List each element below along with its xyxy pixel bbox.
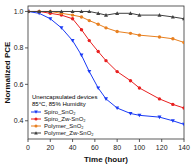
data-point	[115, 30, 118, 33]
x-tick	[72, 139, 73, 142]
data-point	[104, 59, 107, 62]
x-tick-label: 40	[69, 144, 77, 151]
y-tick-label: 1.0	[14, 8, 24, 15]
legend-marker	[34, 131, 38, 134]
x-tick-label: 20	[46, 144, 54, 151]
data-point	[171, 37, 174, 40]
chart: 0.4 0.6 0.8 1.0 0 20 40 60 80 100 120 140 Time (hour…	[0, 0, 193, 165]
y-tick	[25, 84, 28, 85]
data-point	[129, 112, 133, 116]
data-point	[88, 19, 91, 22]
data-point	[129, 11, 133, 15]
legend-label: Polymer_Zw-SnO₂	[44, 130, 94, 136]
data-point	[138, 86, 141, 89]
data-point	[182, 41, 184, 44]
data-point	[115, 11, 119, 15]
data-point	[129, 79, 132, 82]
legend-marker	[34, 117, 37, 120]
x-tick	[139, 139, 140, 142]
data-point	[59, 9, 63, 13]
data-point	[115, 106, 119, 110]
data-point	[87, 70, 91, 74]
data-point	[171, 119, 175, 123]
y-tick	[25, 11, 28, 12]
data-point	[182, 17, 184, 21]
data-point	[88, 39, 91, 42]
data-point	[79, 54, 83, 58]
annotation: 85°C, 85% Humidity	[32, 101, 86, 107]
annotation: Unencapsulated devices	[32, 94, 97, 100]
x-tick-label: 100	[134, 144, 146, 151]
data-point	[97, 23, 100, 26]
data-point	[79, 9, 83, 13]
series-line	[28, 11, 184, 42]
series-line	[28, 11, 184, 124]
data-point	[80, 28, 83, 31]
x-tick	[28, 139, 29, 142]
y-tick-label: 0.6	[14, 81, 24, 88]
data-point	[48, 9, 52, 13]
data-point	[138, 33, 141, 36]
x-tick	[50, 139, 51, 142]
data-point	[104, 97, 108, 101]
data-point	[137, 13, 141, 17]
x-tick-label: 0	[26, 144, 30, 151]
data-point	[96, 11, 100, 15]
x-tick	[117, 139, 118, 142]
data-point	[182, 123, 184, 127]
legend-label: Spiro_Zw-SnO₂	[44, 116, 86, 122]
data-point	[182, 106, 184, 109]
legend-label: Spiro_SnO₂	[44, 109, 76, 115]
data-point	[97, 50, 100, 53]
data-point	[158, 97, 161, 100]
data-point	[71, 9, 75, 13]
data-point	[157, 13, 161, 17]
data-point	[115, 70, 118, 73]
x-tick-label: 120	[156, 144, 168, 151]
x-axis-label: Time (hour)	[84, 155, 128, 164]
x-tick-label: 60	[91, 144, 99, 151]
x-tick	[94, 139, 95, 142]
y-tick-label: 0.8	[14, 44, 24, 51]
data-point	[104, 13, 108, 17]
x-tick	[161, 139, 162, 142]
data-point	[157, 116, 161, 120]
legend-label: Polymer_SnO₂	[44, 123, 84, 129]
data-point	[87, 9, 91, 13]
data-point	[96, 86, 100, 90]
data-point	[171, 103, 174, 106]
data-point	[28, 9, 30, 13]
y-tick	[25, 120, 28, 121]
series-line	[28, 11, 184, 108]
x-tick-label: 140	[178, 144, 190, 151]
data-point	[129, 32, 132, 35]
data-point	[48, 17, 52, 21]
data-point	[37, 9, 41, 13]
plot-frame	[28, 6, 184, 139]
plot-area	[28, 9, 184, 126]
data-point	[71, 13, 74, 16]
data-point	[80, 15, 83, 18]
data-point	[59, 26, 63, 30]
data-point	[71, 17, 74, 20]
x-tick	[184, 139, 185, 142]
legend-marker	[34, 111, 38, 114]
y-tick	[25, 47, 28, 48]
y-axis-label: Normalized PCE	[3, 41, 12, 103]
data-point	[137, 114, 141, 118]
data-point	[158, 35, 161, 38]
x-tick-label: 80	[113, 144, 121, 151]
y-tick-label: 0.4	[14, 117, 24, 124]
data-point	[104, 26, 107, 29]
data-point	[71, 39, 75, 43]
legend-marker	[34, 124, 37, 127]
data-point	[171, 15, 175, 19]
legend: Spiro_SnO₂Spiro_Zw-SnO₂Polymer_SnO₂Polym…	[31, 109, 94, 136]
